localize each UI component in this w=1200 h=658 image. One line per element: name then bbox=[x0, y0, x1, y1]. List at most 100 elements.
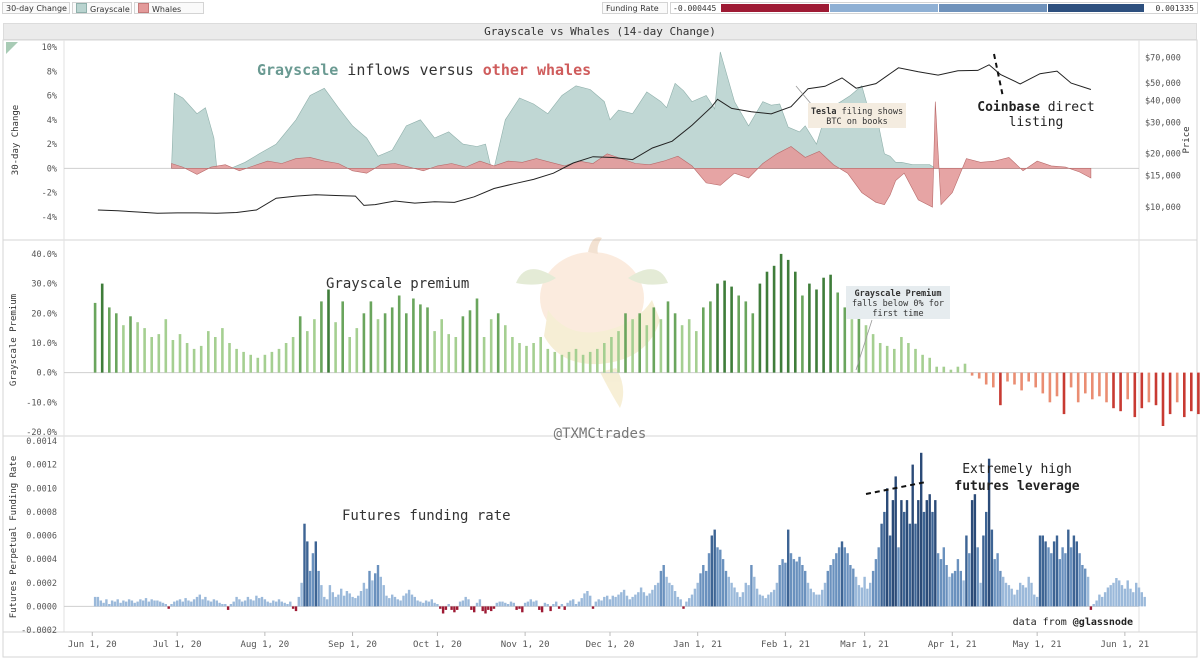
premium-tick-label: 10.0% bbox=[31, 339, 57, 349]
funding-bar bbox=[130, 600, 134, 607]
funding-bar bbox=[962, 580, 965, 607]
funding-bar bbox=[314, 541, 317, 607]
funding-bar bbox=[569, 600, 572, 607]
funding-bar bbox=[167, 606, 170, 609]
premium-bar bbox=[850, 319, 854, 373]
funding-bar bbox=[475, 602, 479, 607]
funding-tick-label: -0.0002 bbox=[21, 626, 57, 636]
funding-bar bbox=[973, 494, 977, 607]
funding-bar bbox=[580, 598, 583, 607]
leverage-line2: futures leverage bbox=[954, 479, 1079, 494]
x-tick-label: May 1, 21 bbox=[1013, 640, 1062, 650]
data-source: data from @glassnode bbox=[1013, 617, 1133, 628]
price-tick-label: $10,000 bbox=[1145, 203, 1181, 213]
premium-bar bbox=[843, 307, 847, 373]
funding-bar bbox=[156, 600, 159, 607]
grayscale-swatch bbox=[76, 3, 87, 13]
funding-bar bbox=[925, 500, 928, 607]
change-tick-label: 2% bbox=[47, 140, 57, 150]
premium-bar bbox=[207, 331, 210, 373]
legend-item-whales[interactable]: Whales bbox=[134, 2, 204, 14]
legend-item-grayscale[interactable]: Grayscale bbox=[72, 2, 132, 14]
premium-bar bbox=[970, 372, 974, 376]
funding-bar bbox=[320, 585, 323, 607]
funding-bar bbox=[393, 596, 397, 607]
funding-tick-label: 0.0010 bbox=[26, 484, 57, 494]
premium-bar bbox=[921, 354, 924, 373]
funding-bar bbox=[897, 547, 900, 607]
premium-bar bbox=[928, 357, 931, 373]
funding-bar bbox=[473, 606, 476, 613]
premium-bar bbox=[963, 363, 967, 373]
funding-bar bbox=[586, 591, 589, 607]
x-tick-label: Apr 1, 21 bbox=[928, 640, 977, 650]
funding-bar bbox=[888, 535, 892, 607]
premium-bar bbox=[447, 334, 450, 373]
funding-bar bbox=[928, 494, 931, 607]
corner-marker bbox=[6, 42, 18, 54]
premium-bar bbox=[815, 289, 818, 373]
funding-bar bbox=[1118, 580, 1121, 607]
funding-bar bbox=[441, 606, 445, 614]
funding-bar bbox=[399, 600, 402, 607]
x-tick-label: Jun 1, 20 bbox=[68, 640, 117, 650]
funding-bar bbox=[1086, 576, 1090, 607]
funding-tick-label: 0.0006 bbox=[26, 532, 57, 542]
price-tick-label: $15,000 bbox=[1145, 172, 1181, 182]
funding-bar bbox=[1075, 541, 1078, 607]
funding-bar bbox=[645, 595, 648, 607]
funding-bar bbox=[1098, 594, 1101, 607]
funding-bar bbox=[110, 600, 114, 607]
premium-bar bbox=[765, 271, 769, 373]
legend-whales-label: Whales bbox=[152, 5, 182, 14]
x-tick-label: Dec 1, 20 bbox=[586, 640, 635, 650]
premium-bar bbox=[949, 369, 953, 373]
funding-bar bbox=[818, 594, 821, 607]
funding-bar bbox=[920, 452, 923, 607]
premium-bar bbox=[560, 354, 564, 373]
funding-bar bbox=[549, 606, 552, 612]
premium-bar bbox=[376, 319, 380, 373]
funding-bar bbox=[439, 606, 442, 609]
funding-bar bbox=[654, 585, 657, 607]
funding-bar bbox=[634, 594, 637, 607]
premium-bar bbox=[334, 322, 337, 373]
funding-bar bbox=[555, 601, 558, 607]
funding-bar bbox=[1010, 588, 1013, 607]
funding-bar bbox=[96, 596, 100, 607]
funding-bar bbox=[501, 601, 504, 607]
funding-bar bbox=[176, 600, 179, 607]
premium-bar bbox=[242, 351, 245, 373]
funding-y-ticks: 0.0014 0.0012 0.0010 0.0008 0.0006 0.0004 0.00… bbox=[21, 437, 57, 636]
funding-bar bbox=[334, 596, 337, 607]
funding-bar bbox=[600, 600, 603, 607]
premium-bar bbox=[1013, 372, 1016, 385]
premium-bar bbox=[298, 316, 302, 373]
premium-pointer bbox=[855, 319, 873, 371]
premium-bar bbox=[956, 366, 960, 373]
funding-bar bbox=[543, 602, 547, 607]
funding-bar bbox=[1038, 535, 1042, 607]
funding-bar bbox=[540, 606, 544, 613]
funding-bar bbox=[161, 602, 165, 607]
funding-bar bbox=[125, 601, 128, 607]
logo-stem bbox=[588, 237, 602, 254]
funding-bar bbox=[173, 601, 176, 607]
funding-bar bbox=[792, 559, 796, 607]
change-areas bbox=[97, 51, 1092, 214]
funding-bar bbox=[252, 600, 255, 607]
premium-bar bbox=[214, 337, 217, 373]
funding-color-legend[interactable]: -0.000445 0.001335 bbox=[670, 2, 1198, 14]
funding-bar bbox=[535, 600, 538, 607]
funding-bar bbox=[987, 458, 991, 607]
funding-bar bbox=[741, 592, 745, 607]
premium-bar bbox=[935, 366, 938, 373]
premium-bar bbox=[221, 328, 224, 373]
funding-bar bbox=[1092, 604, 1095, 607]
funding-bar bbox=[1135, 582, 1138, 607]
whales-swatch bbox=[138, 3, 149, 13]
tesla-box bbox=[808, 103, 906, 128]
premium-bar bbox=[93, 302, 97, 373]
funding-bar bbox=[832, 559, 835, 607]
funding-bar bbox=[625, 595, 629, 607]
